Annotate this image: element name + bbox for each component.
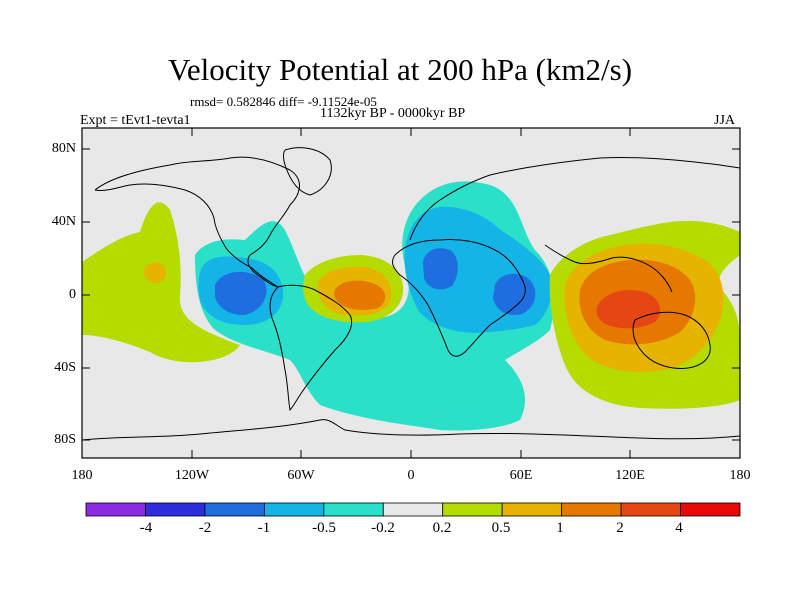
colorbar-label: 0.5 <box>491 520 511 536</box>
contour-pos-east-pacific-core <box>144 262 167 284</box>
colorbar-label: -0.5 <box>312 520 336 536</box>
coastline-south-america <box>269 284 353 412</box>
lat-label-80s: 80S <box>54 432 76 447</box>
colorbar-swatch <box>145 502 206 517</box>
experiment-label: Expt = tEvt1-tevta1 <box>80 113 191 128</box>
lon-label-120w: 120W <box>174 468 210 483</box>
map-ticks <box>81 128 741 458</box>
lon-label-60e: 60E <box>509 468 533 483</box>
map-title: Velocity Potential at 200 hPa (km2/s) <box>167 52 633 87</box>
colorbar-swatch <box>323 502 384 517</box>
contour-neg-americas-core <box>215 271 267 316</box>
coastline-africa <box>392 239 526 357</box>
season-label: JJA <box>714 113 736 128</box>
lon-label-180e: 180 <box>729 468 751 483</box>
colorbar-label: -4 <box>139 520 153 536</box>
lon-label-120e: 120E <box>615 468 645 483</box>
colorbar-label: -1 <box>257 520 271 536</box>
lon-label-60w: 60W <box>287 468 315 483</box>
colorbar-swatch <box>85 502 146 517</box>
colorbar-swatch <box>382 502 444 517</box>
colorbar-swatch <box>204 502 265 517</box>
colorbar-label: 0.2 <box>432 520 452 536</box>
colorbar-swatch <box>501 502 563 517</box>
coastline-greenland <box>283 147 332 196</box>
colorbar-swatch <box>442 502 503 517</box>
colorbar-swatch <box>620 502 681 517</box>
lat-label-80n: 80N <box>51 141 76 156</box>
period-label: 1132kyr BP - 0000kyr BP <box>320 106 466 121</box>
lon-label-180w: 180 <box>71 468 93 483</box>
colorbar <box>85 502 741 517</box>
contour-pos-atlantic-core <box>334 280 386 310</box>
colorbar-label: 1 <box>556 520 564 536</box>
coastline-antarctica <box>82 419 740 441</box>
contour-neg-africa-west-core <box>423 248 458 290</box>
stats-line: rmsd= 0.582846 diff= -9.11524e-05 <box>190 94 377 109</box>
colorbar-label: -0.2 <box>371 520 395 536</box>
colorbar-swatch <box>561 502 622 517</box>
colorbar-swatch <box>263 502 325 517</box>
colorbar-swatch <box>680 502 741 517</box>
lon-label-0: 0 <box>407 468 415 483</box>
lat-label-40n: 40N <box>51 214 76 229</box>
coastline-north-america <box>94 156 300 288</box>
colorbar-label: -2 <box>198 520 212 536</box>
contour-pos-east-pacific <box>82 202 240 363</box>
contour-neg-africa-east-core <box>493 273 536 316</box>
contour-fields <box>82 181 740 431</box>
coastline-eurasia <box>409 156 740 293</box>
contour-pos-indo-pacific-core <box>596 290 661 329</box>
colorbar-label: 4 <box>675 520 683 536</box>
coastline-australia <box>632 311 711 369</box>
colorbar-label: 2 <box>616 520 624 536</box>
coastlines <box>82 147 740 441</box>
lat-label-40s: 40S <box>54 360 76 375</box>
lat-label-0: 0 <box>69 287 76 302</box>
